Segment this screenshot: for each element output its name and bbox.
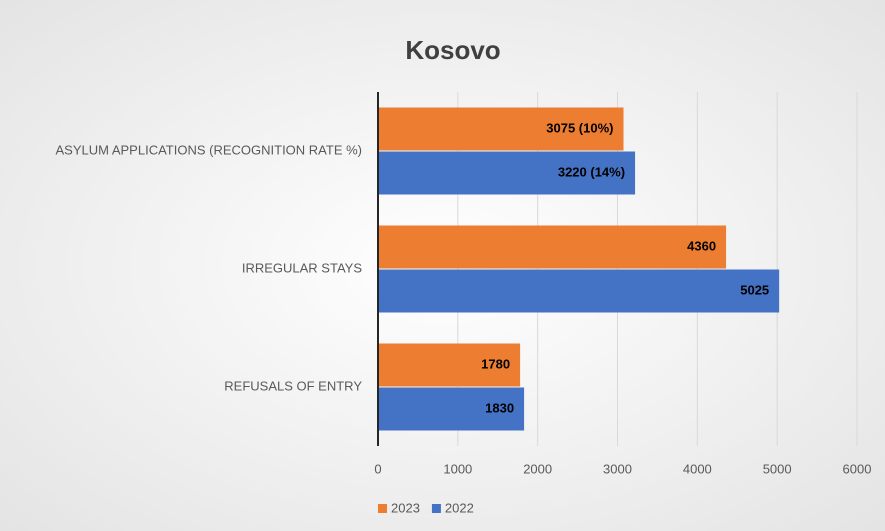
y-tick-label: REFUSALS OF ENTRY — [224, 378, 362, 393]
bar — [378, 387, 525, 431]
data-label: 3220 (14%) — [558, 164, 625, 179]
x-tick-label: 0 — [374, 461, 381, 476]
bar — [378, 225, 727, 269]
x-tick-label: 3000 — [603, 461, 632, 476]
bar — [378, 151, 636, 195]
data-label: 1780 — [481, 356, 510, 371]
y-tick-label: IRREGULAR STAYS — [242, 260, 362, 275]
x-tick-label: 2000 — [523, 461, 552, 476]
data-label: 5025 — [740, 282, 769, 297]
legend-label: 2022 — [445, 500, 474, 515]
legend-label: 2023 — [391, 500, 420, 515]
chart-title: Kosovo — [405, 35, 500, 65]
data-label: 1830 — [485, 400, 514, 415]
x-tick-label: 5000 — [763, 461, 792, 476]
x-tick-label: 4000 — [683, 461, 712, 476]
legend-swatch — [431, 504, 441, 513]
data-label: 3075 (10%) — [546, 120, 613, 135]
bar — [378, 343, 521, 387]
x-tick-label: 6000 — [843, 461, 872, 476]
bar — [378, 269, 780, 313]
data-label: 4360 — [687, 238, 716, 253]
legend-swatch — [378, 504, 387, 513]
bar — [378, 107, 624, 151]
y-tick-label: ASYLUM APPLICATIONS (RECOGNITION RATE %) — [55, 142, 362, 157]
x-tick-label: 1000 — [443, 461, 472, 476]
